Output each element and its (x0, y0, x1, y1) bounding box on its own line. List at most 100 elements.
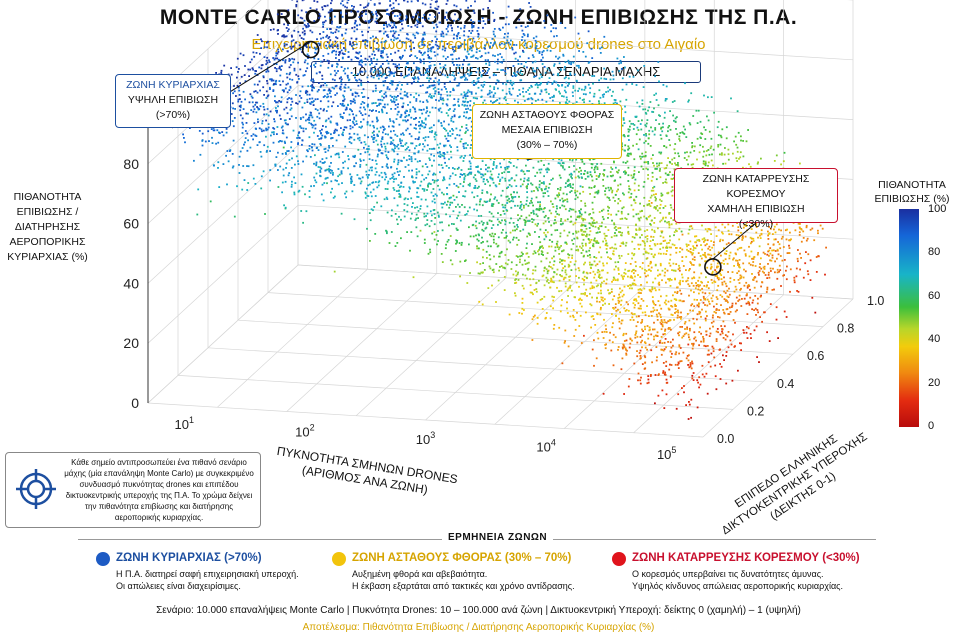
data-point (571, 187, 574, 189)
data-point (459, 156, 462, 159)
data-point (627, 180, 630, 182)
data-point (766, 331, 768, 334)
data-point (796, 290, 798, 292)
data-point (406, 110, 408, 112)
data-point (785, 316, 788, 318)
data-point (442, 99, 445, 102)
data-point (710, 240, 713, 242)
data-point (510, 193, 512, 196)
data-point (664, 220, 666, 223)
data-point (676, 133, 679, 136)
data-point (475, 57, 477, 59)
data-point (645, 275, 647, 278)
data-point (467, 117, 470, 120)
data-point (611, 280, 613, 283)
data-point (276, 52, 279, 55)
data-point (663, 145, 666, 147)
data-point (368, 26, 370, 29)
data-point (598, 211, 601, 213)
data-point (394, 51, 397, 54)
data-point (336, 63, 339, 66)
data-point (477, 32, 480, 35)
data-point (685, 136, 688, 138)
data-point (380, 52, 383, 55)
data-point (380, 56, 383, 59)
data-point (452, 87, 455, 90)
data-point (440, 124, 443, 127)
data-point (669, 144, 671, 147)
data-point (783, 310, 786, 313)
data-point (234, 108, 236, 110)
data-point (405, 18, 407, 21)
data-point (599, 52, 602, 54)
data-point (388, 14, 391, 16)
data-point (707, 164, 709, 167)
data-point (270, 79, 273, 82)
data-point (680, 230, 683, 233)
data-point (449, 108, 451, 110)
data-point (706, 115, 708, 118)
data-point (641, 103, 644, 105)
data-point (352, 98, 355, 101)
data-point (375, 116, 378, 119)
data-point (384, 39, 387, 42)
data-point (426, 100, 429, 103)
data-point (387, 36, 390, 38)
data-point (463, 101, 466, 103)
data-point (540, 159, 543, 162)
data-point (771, 254, 774, 257)
data-point (313, 87, 315, 89)
data-point (405, 94, 408, 97)
data-point (601, 209, 603, 212)
data-point (707, 119, 710, 122)
data-point (406, 92, 409, 95)
data-point (637, 69, 639, 72)
data-point (492, 33, 495, 36)
data-point (384, 30, 387, 33)
data-point (435, 0, 438, 3)
data-point (390, 21, 393, 24)
data-point (632, 75, 635, 78)
data-point (366, 76, 369, 79)
data-point (551, 82, 554, 84)
data-point (434, 107, 437, 109)
data-point (325, 35, 328, 38)
data-point (360, 82, 363, 85)
data-point (449, 130, 451, 133)
data-point (744, 235, 747, 238)
data-point (319, 86, 322, 88)
data-point (707, 96, 709, 99)
data-point (807, 273, 810, 276)
data-point (361, 11, 364, 13)
data-point (610, 213, 612, 216)
data-point (723, 252, 726, 255)
data-point (596, 166, 599, 169)
data-point (643, 248, 646, 250)
data-point (431, 96, 433, 99)
data-point (360, 103, 363, 105)
data-point (306, 67, 309, 70)
data-point (341, 56, 344, 59)
data-point (361, 65, 363, 68)
data-point (614, 179, 616, 182)
data-point (607, 209, 609, 212)
data-point (557, 57, 559, 60)
data-point (252, 51, 255, 54)
data-point (591, 163, 594, 166)
data-point (334, 94, 337, 96)
data-point (374, 69, 376, 72)
data-point (393, 39, 395, 42)
data-point (651, 130, 654, 133)
data-point (735, 143, 738, 146)
data-point (630, 192, 633, 195)
data-point (662, 246, 664, 249)
data-point (476, 48, 478, 51)
data-point (747, 327, 750, 330)
data-point (683, 133, 686, 135)
data-point (338, 52, 341, 55)
data-point (384, 145, 387, 148)
data-point (628, 152, 631, 155)
data-point (574, 89, 577, 92)
data-point (282, 48, 284, 51)
data-point (247, 112, 249, 115)
